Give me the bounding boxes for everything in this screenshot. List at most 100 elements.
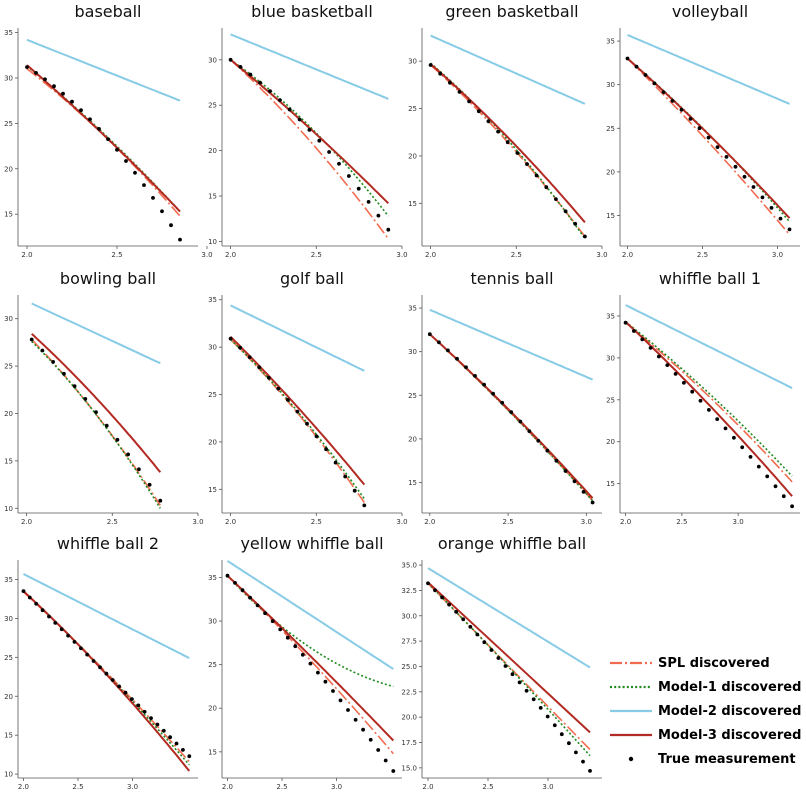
x-tick-label: 2.5	[111, 251, 122, 259]
true-measurement-point	[333, 460, 338, 465]
legend-item-m1: Model-1 discovered	[610, 680, 801, 695]
true-measurement-point	[51, 360, 55, 364]
panel-yellow-whiffle-ball: yellow whiffle ball 2.0 2.5 3.0 15 20 25 30 35	[208, 534, 402, 791]
y-tick-label: 25	[4, 363, 13, 371]
true-measurement-point	[88, 117, 92, 122]
y-tick-label: 27.5	[401, 638, 417, 646]
x-tick-label: 2.0	[21, 251, 32, 259]
x-tick-label: 2.5	[676, 518, 687, 526]
true-measurement-point	[732, 435, 736, 440]
legend-marker	[628, 756, 634, 762]
true-measurement-point	[160, 209, 164, 214]
true-measurement-point	[362, 503, 367, 508]
series-line-m2	[430, 34, 586, 105]
y-tick-label: 30	[408, 348, 417, 356]
x-tick-label: 3.0	[331, 783, 342, 791]
true-measurement-point	[496, 129, 500, 134]
panel-tennis-ball: tennis ball 2.0 2.5 3.0 15 20 25 30 35	[408, 269, 602, 526]
true-measurement-point	[383, 758, 388, 763]
y-tick-label: 15	[408, 200, 417, 208]
true-measurement-point	[426, 581, 430, 586]
panels: baseball 2.0 2.5 3.0 15 20 25 30 35 blue basketba…	[4, 2, 800, 791]
series-line-m2	[230, 33, 389, 100]
true-measurement-point	[648, 346, 653, 350]
true-measurement-point	[476, 109, 481, 114]
true-measurement-point	[517, 680, 522, 685]
true-measurement-point	[268, 89, 272, 93]
y-tick-label: 30	[606, 354, 615, 362]
panel-title: orange whiffle ball	[438, 534, 586, 553]
true-measurement-point	[437, 340, 441, 345]
panel-blue-basketball: blue basketball 2.0 2.5 3.0 10 15 20 25 30	[208, 2, 407, 259]
true-measurement-point	[632, 329, 636, 333]
series-line-m3	[26, 64, 181, 213]
true-measurement-point	[278, 627, 283, 632]
true-measurement-point	[790, 504, 794, 509]
true-measurement-point	[47, 614, 51, 619]
legend-item-m3: Model-3 discovered	[610, 728, 801, 743]
y-tick-label: 25	[4, 120, 13, 128]
true-measurement-point	[79, 646, 83, 651]
true-measurement-point	[534, 173, 539, 178]
true-measurement-point	[536, 438, 541, 443]
series-line-m2	[230, 304, 365, 372]
x-tick-label: 2.5	[72, 783, 83, 791]
true-measurement-point	[240, 588, 245, 593]
true-measurement-point	[563, 469, 568, 473]
true-measurement-point	[257, 365, 262, 370]
true-measurement-point	[79, 108, 83, 113]
true-measurement-point	[503, 664, 508, 668]
series-line-m1	[430, 62, 586, 239]
true-measurement-point	[59, 627, 64, 632]
true-measurement-point	[491, 391, 495, 396]
true-measurement-point	[297, 117, 302, 122]
true-measurement-point	[697, 126, 702, 131]
true-measurement-point	[61, 91, 65, 96]
x-tick-label: 2.5	[311, 251, 322, 259]
series-line-m3	[427, 581, 591, 734]
true-measurement-point	[751, 185, 756, 189]
y-tick-label: 30	[4, 315, 13, 323]
y-tick-label: 35	[208, 296, 217, 304]
true-measurement-point	[590, 500, 595, 505]
legend-label: SPL discovered	[658, 656, 770, 671]
series-line-m2	[23, 573, 190, 659]
y-tick-label: 35	[606, 312, 615, 320]
y-tick-label: 15	[606, 480, 615, 488]
true-measurement-point	[781, 494, 786, 499]
true-measurement-point	[688, 117, 693, 121]
true-measurement-point	[285, 635, 290, 640]
true-measurement-point	[707, 408, 711, 412]
series-line-m2	[31, 302, 161, 365]
y-tick-label: 30	[208, 56, 217, 64]
y-tick-label: 20	[4, 410, 13, 418]
true-measurement-point	[572, 479, 577, 484]
true-measurement-point	[181, 748, 185, 752]
series-line-m1	[427, 582, 591, 757]
panel-title: green basketball	[445, 2, 578, 21]
true-measurement-point	[559, 732, 564, 737]
true-measurement-point	[287, 107, 292, 112]
true-measurement-point	[545, 714, 550, 719]
y-tick-label: 10	[4, 505, 13, 513]
true-measurement-point	[625, 56, 630, 61]
x-tick-label: 2.5	[311, 518, 322, 526]
true-measurement-point	[228, 57, 233, 62]
true-measurement-point	[331, 689, 335, 693]
x-tick-label: 3.0	[192, 518, 203, 526]
x-tick-label: 2.0	[21, 518, 32, 526]
true-measurement-point	[391, 769, 396, 773]
panel-bowling-ball: bowling ball 2.0 2.5 3.0 10 15 20 25 30	[4, 269, 203, 526]
true-measurement-point	[66, 633, 70, 638]
legend-label: True measurement	[658, 752, 796, 767]
true-measurement-point	[690, 389, 695, 394]
y-tick-label: 25	[208, 391, 217, 399]
true-measurement-point	[447, 602, 451, 607]
y-tick-label: 20	[208, 438, 217, 446]
true-measurement-point	[158, 498, 163, 503]
true-measurement-point	[706, 135, 711, 140]
true-measurement-point	[623, 320, 628, 325]
true-measurement-point	[225, 573, 230, 578]
y-tick-label: 20	[4, 693, 13, 701]
true-measurement-point	[324, 447, 328, 452]
